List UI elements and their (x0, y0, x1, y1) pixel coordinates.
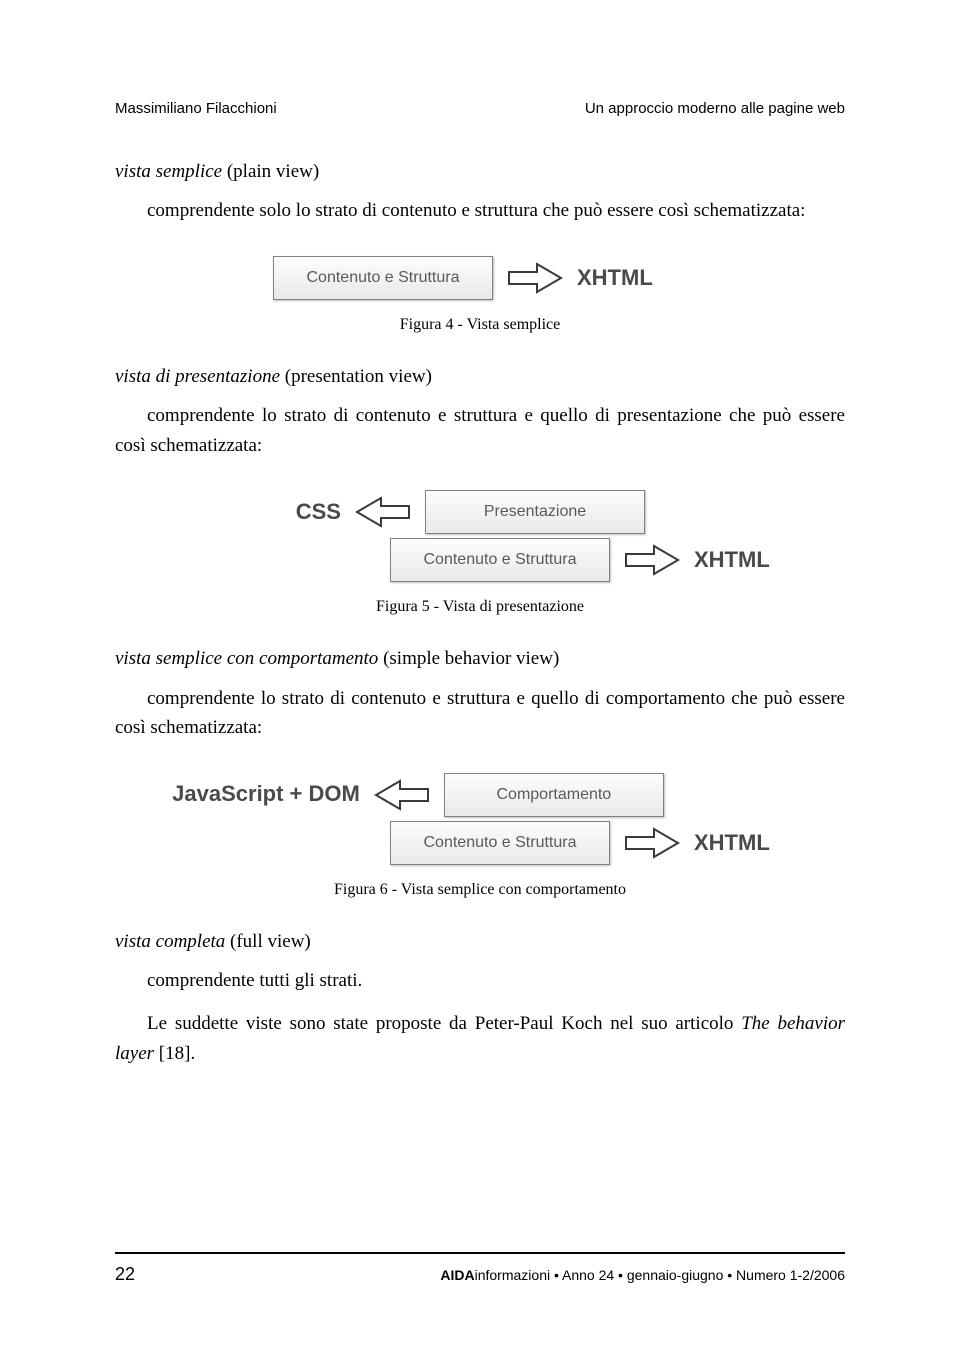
arrow-left-icon (355, 495, 411, 529)
pub-bold: AIDA (440, 1267, 474, 1283)
s1-body: comprendente solo lo strato di contenuto… (115, 196, 845, 225)
s4-term: vista completa (115, 931, 225, 952)
publication-info: AIDAinformazioni • Anno 24 • gennaio-giu… (440, 1267, 845, 1283)
arrow-right-icon (624, 543, 680, 577)
fig4-caption: Figura 4 - Vista semplice (115, 316, 845, 334)
label-jsdom: JavaScript + DOM (172, 782, 360, 806)
running-header: Massimiliano Filacchioni Un approccio mo… (115, 100, 845, 117)
layer-box-content: Contenuto e Struttura (390, 821, 610, 865)
closing-pre: Le suddette viste sono state proposte da… (147, 1013, 741, 1034)
label-xhtml: XHTML (694, 547, 804, 573)
header-author: Massimiliano Filacchioni (115, 100, 277, 117)
s2-gloss: (presentation view) (280, 366, 432, 387)
fig5-caption: Figura 5 - Vista di presentazione (115, 598, 845, 616)
pub-rest: informazioni • Anno 24 • gennaio-giugno … (475, 1267, 845, 1283)
layer-box-behavior: Comportamento (444, 773, 664, 817)
s2-heading: vista di presentazione (presentation vie… (115, 362, 845, 391)
label-xhtml: XHTML (577, 265, 687, 291)
arrow-left-icon (374, 778, 430, 812)
page-footer: 22 AIDAinformazioni • Anno 24 • gennaio-… (115, 1252, 845, 1285)
arrow-right-icon (624, 826, 680, 860)
header-title: Un approccio moderno alle pagine web (585, 100, 845, 117)
closing-post: [18]. (154, 1043, 195, 1064)
fig5-row-top: CSS Presentazione (191, 488, 769, 536)
s1-term: vista semplice (115, 161, 222, 182)
figure-4: Contenuto e Struttura XHTML (115, 254, 845, 302)
arrow-right-icon (507, 261, 563, 295)
layer-box-content: Contenuto e Struttura (273, 256, 493, 300)
figure-5: CSS Presentazione Contenuto e Struttura … (115, 488, 845, 584)
fig6-row-top: JavaScript + DOM Comportamento (172, 771, 788, 819)
label-xhtml: XHTML (694, 830, 804, 856)
s3-term: vista semplice con comportamento (115, 648, 378, 669)
fig6-caption: Figura 6 - Vista semplice con comportame… (115, 881, 845, 899)
figure-6: JavaScript + DOM Comportamento Contenuto… (115, 771, 845, 867)
s2-body: comprendente lo strato di contenuto e st… (115, 401, 845, 460)
s3-body: comprendente lo strato di contenuto e st… (115, 684, 845, 743)
s3-gloss: (simple behavior view) (378, 648, 559, 669)
page-number: 22 (115, 1264, 135, 1285)
closing-para: Le suddette viste sono state proposte da… (115, 1009, 845, 1068)
s1-heading: vista semplice (plain view) (115, 157, 845, 186)
layer-box-presentation: Presentazione (425, 490, 645, 534)
page: Massimiliano Filacchioni Un approccio mo… (0, 0, 960, 1355)
s4-heading: vista completa (full view) (115, 927, 845, 956)
fig6-row-bottom: Contenuto e Struttura XHTML (156, 819, 804, 867)
fig5-row-bottom: Contenuto e Struttura XHTML (156, 536, 804, 584)
s2-term: vista di presentazione (115, 366, 280, 387)
label-css: CSS (191, 499, 341, 525)
s3-heading: vista semplice con comportamento (simple… (115, 644, 845, 673)
footer-rule (115, 1252, 845, 1254)
s1-gloss: (plain view) (222, 161, 319, 182)
s4-body: comprendente tutti gli strati. (115, 966, 845, 995)
s4-gloss: (full view) (225, 931, 310, 952)
fig4-row: Contenuto e Struttura XHTML (273, 254, 687, 302)
layer-box-content: Contenuto e Struttura (390, 538, 610, 582)
